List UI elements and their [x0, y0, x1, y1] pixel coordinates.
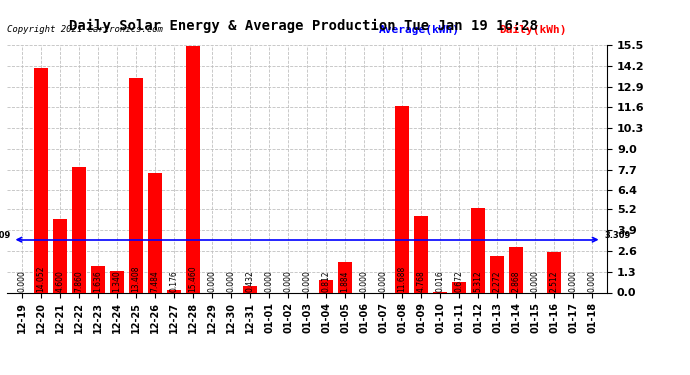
Text: Daily Solar Energy & Average Production Tue Jan 19 16:28: Daily Solar Energy & Average Production …: [69, 19, 538, 33]
Text: 0.000: 0.000: [587, 270, 596, 292]
Text: Daily(kWh): Daily(kWh): [499, 25, 566, 35]
Text: 7.484: 7.484: [150, 270, 159, 292]
Bar: [395, 106, 409, 292]
Bar: [72, 167, 86, 292]
Text: Average(kWh): Average(kWh): [379, 25, 460, 35]
Text: 0.000: 0.000: [359, 270, 368, 292]
Bar: [148, 173, 162, 292]
Text: 0.000: 0.000: [264, 270, 273, 292]
Text: 7.860: 7.860: [75, 270, 83, 292]
Bar: [91, 266, 105, 292]
Text: 5.312: 5.312: [473, 270, 482, 292]
Text: 13.408: 13.408: [132, 266, 141, 292]
Bar: [167, 290, 181, 292]
Bar: [490, 256, 504, 292]
Text: 0.432: 0.432: [246, 270, 255, 292]
Text: 0.016: 0.016: [435, 270, 444, 292]
Text: 0.000: 0.000: [284, 270, 293, 292]
Bar: [452, 282, 466, 292]
Text: 0.000: 0.000: [208, 270, 217, 292]
Bar: [243, 286, 257, 292]
Bar: [129, 78, 144, 292]
Text: 0.812: 0.812: [322, 271, 331, 292]
Bar: [319, 279, 333, 292]
Text: 0.000: 0.000: [379, 270, 388, 292]
Text: 1.636: 1.636: [94, 270, 103, 292]
Text: 0.000: 0.000: [226, 270, 235, 292]
Text: 0.672: 0.672: [455, 270, 464, 292]
Text: 15.460: 15.460: [188, 266, 197, 292]
Text: 0.176: 0.176: [170, 270, 179, 292]
Text: 0.000: 0.000: [569, 270, 578, 292]
Text: 1.340: 1.340: [112, 270, 121, 292]
Bar: [110, 271, 124, 292]
Bar: [414, 216, 428, 292]
Text: 0.000: 0.000: [302, 270, 312, 292]
Bar: [34, 68, 48, 292]
Bar: [547, 252, 561, 292]
Text: 14.052: 14.052: [37, 266, 46, 292]
Text: 3.309: 3.309: [0, 231, 11, 240]
Text: 4.600: 4.600: [56, 270, 65, 292]
Bar: [338, 262, 352, 292]
Text: 11.688: 11.688: [397, 266, 406, 292]
Bar: [471, 208, 485, 292]
Text: 0.000: 0.000: [18, 270, 27, 292]
Text: 1.884: 1.884: [341, 271, 350, 292]
Text: 3.309: 3.309: [604, 231, 631, 240]
Text: 4.768: 4.768: [417, 270, 426, 292]
Text: Copyright 2021 Cartronics.com: Copyright 2021 Cartronics.com: [7, 25, 163, 34]
Bar: [186, 46, 200, 292]
Text: 2.512: 2.512: [549, 271, 558, 292]
Text: 2.272: 2.272: [493, 271, 502, 292]
Text: 2.868: 2.868: [511, 271, 520, 292]
Bar: [53, 219, 67, 292]
Bar: [509, 247, 523, 292]
Text: 0.000: 0.000: [531, 270, 540, 292]
